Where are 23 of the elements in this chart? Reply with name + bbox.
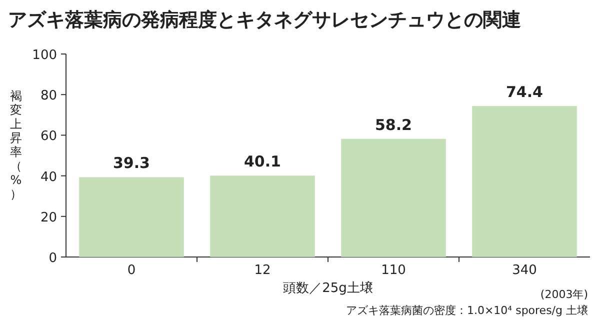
y-tick-label: 0: [48, 251, 57, 266]
x-tick-label: 12: [254, 263, 271, 278]
bar: [79, 177, 184, 257]
chart-title: アズキ落葉病の発病程度とキタネグサレセンチュウとの関連: [8, 9, 521, 31]
text: (2003年): [540, 288, 588, 301]
data-label: 39.3: [112, 154, 150, 172]
bar: [210, 176, 315, 257]
y-tick-label: 80: [40, 88, 57, 104]
x-axis-title: 頭数／25g土壌: [283, 280, 373, 296]
text: アズキ落葉病菌の密度：1.0×10⁴ spores/g 土壌: [346, 304, 588, 317]
x-tick-label: 110: [381, 263, 406, 278]
data-label: 58.2: [374, 116, 412, 134]
bar: [341, 138, 446, 257]
y-tick-label: 40: [40, 170, 57, 185]
x-tick-label: 340: [512, 263, 537, 278]
y-tick-label: 60: [40, 129, 57, 144]
data-label: 74.4: [506, 82, 544, 101]
y-tick-label: 100: [32, 48, 57, 63]
data-label: 40.1: [244, 152, 282, 171]
bar: [472, 106, 577, 257]
y-tick-label: 20: [40, 210, 57, 226]
x-tick-label: 0: [127, 263, 136, 278]
y-axis-title: 褐変上昇率（%）: [10, 89, 22, 201]
